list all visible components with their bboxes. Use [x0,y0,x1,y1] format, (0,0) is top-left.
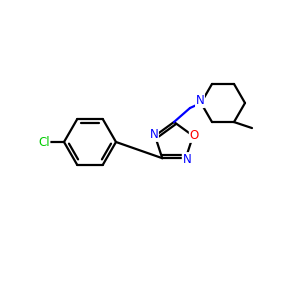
Text: N: N [182,153,191,166]
Text: Cl: Cl [38,136,50,148]
Text: N: N [150,128,158,141]
Text: N: N [196,94,204,107]
Text: O: O [189,129,199,142]
